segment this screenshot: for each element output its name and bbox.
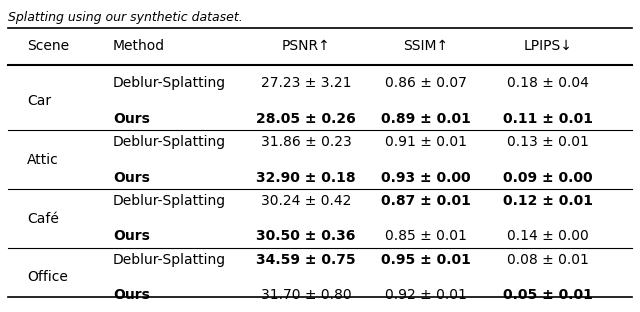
- Text: 30.50 ± 0.36: 30.50 ± 0.36: [256, 229, 356, 243]
- Text: 31.86 ± 0.23: 31.86 ± 0.23: [260, 135, 351, 149]
- Text: Deblur-Splatting: Deblur-Splatting: [113, 135, 226, 149]
- Text: PSNR↑: PSNR↑: [282, 39, 330, 53]
- Text: LPIPS↓: LPIPS↓: [524, 39, 573, 53]
- Text: 0.93 ± 0.00: 0.93 ± 0.00: [381, 171, 470, 185]
- Text: 0.85 ± 0.01: 0.85 ± 0.01: [385, 229, 467, 243]
- Text: Splatting using our synthetic dataset.: Splatting using our synthetic dataset.: [8, 11, 243, 24]
- Text: 0.12 ± 0.01: 0.12 ± 0.01: [503, 194, 593, 208]
- Text: 28.05 ± 0.26: 28.05 ± 0.26: [256, 112, 356, 126]
- Text: 0.91 ± 0.01: 0.91 ± 0.01: [385, 135, 467, 149]
- Text: 0.95 ± 0.01: 0.95 ± 0.01: [381, 253, 470, 266]
- Text: 31.70 ± 0.80: 31.70 ± 0.80: [260, 288, 351, 302]
- Text: 0.08 ± 0.01: 0.08 ± 0.01: [507, 253, 589, 266]
- Text: 0.11 ± 0.01: 0.11 ± 0.01: [503, 112, 593, 126]
- Text: 0.86 ± 0.07: 0.86 ± 0.07: [385, 76, 467, 90]
- Text: Ours: Ours: [113, 112, 150, 126]
- Text: Ours: Ours: [113, 288, 150, 302]
- Text: Office: Office: [27, 271, 68, 284]
- Text: 0.18 ± 0.04: 0.18 ± 0.04: [507, 76, 589, 90]
- Text: Deblur-Splatting: Deblur-Splatting: [113, 194, 226, 208]
- Text: Ours: Ours: [113, 229, 150, 243]
- Text: Scene: Scene: [27, 39, 69, 53]
- Text: Car: Car: [27, 94, 51, 108]
- Text: Deblur-Splatting: Deblur-Splatting: [113, 253, 226, 266]
- Text: 0.14 ± 0.00: 0.14 ± 0.00: [508, 229, 589, 243]
- Text: 32.90 ± 0.18: 32.90 ± 0.18: [256, 171, 356, 185]
- Text: Café: Café: [27, 212, 59, 226]
- Text: 0.13 ± 0.01: 0.13 ± 0.01: [507, 135, 589, 149]
- Text: Deblur-Splatting: Deblur-Splatting: [113, 76, 226, 90]
- Text: 0.09 ± 0.00: 0.09 ± 0.00: [503, 171, 593, 185]
- Text: 0.05 ± 0.01: 0.05 ± 0.01: [503, 288, 593, 302]
- Text: Attic: Attic: [27, 153, 59, 167]
- Text: 34.59 ± 0.75: 34.59 ± 0.75: [256, 253, 356, 266]
- Text: 0.87 ± 0.01: 0.87 ± 0.01: [381, 194, 470, 208]
- Text: 0.92 ± 0.01: 0.92 ± 0.01: [385, 288, 467, 302]
- Text: SSIM↑: SSIM↑: [403, 39, 449, 53]
- Text: Method: Method: [113, 39, 165, 53]
- Text: 27.23 ± 3.21: 27.23 ± 3.21: [260, 76, 351, 90]
- Text: 0.89 ± 0.01: 0.89 ± 0.01: [381, 112, 470, 126]
- Text: 30.24 ± 0.42: 30.24 ± 0.42: [260, 194, 351, 208]
- Text: Ours: Ours: [113, 171, 150, 185]
